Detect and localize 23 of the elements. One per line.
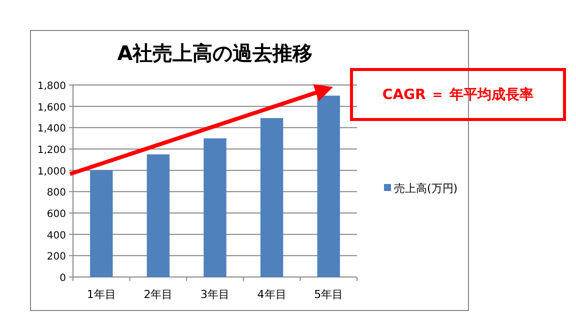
y-tick-label: 1,200: [37, 145, 66, 156]
y-tick-label: 1,800: [37, 81, 66, 92]
y-tick-label: 400: [46, 230, 66, 242]
y-tick-label: 200: [46, 252, 66, 263]
x-tick-label: 2年目: [144, 288, 173, 301]
x-tick-label: 5年目: [314, 288, 344, 301]
bar: [317, 96, 340, 277]
x-tick-label: 3年目: [200, 288, 230, 301]
y-tick-label: 1,000: [37, 166, 66, 178]
chart-title: A社売上高の過去推移: [117, 41, 313, 65]
y-tick-label: 600: [46, 209, 66, 220]
y-tick-label: 1,400: [37, 124, 66, 135]
bar: [90, 170, 113, 277]
x-tick-label: 4年目: [257, 288, 286, 301]
x-tick-label: 1年目: [86, 288, 116, 301]
legend-label: 売上高(万円): [394, 182, 458, 195]
bar: [146, 154, 170, 277]
bar: [260, 118, 284, 277]
bar: [204, 138, 226, 277]
y-tick-label: 1,600: [37, 102, 66, 114]
y-tick-label: 800: [46, 188, 66, 199]
y-tick-label: 0: [60, 273, 66, 284]
text: CAGR ＝ 年平均成長率: [382, 86, 534, 103]
